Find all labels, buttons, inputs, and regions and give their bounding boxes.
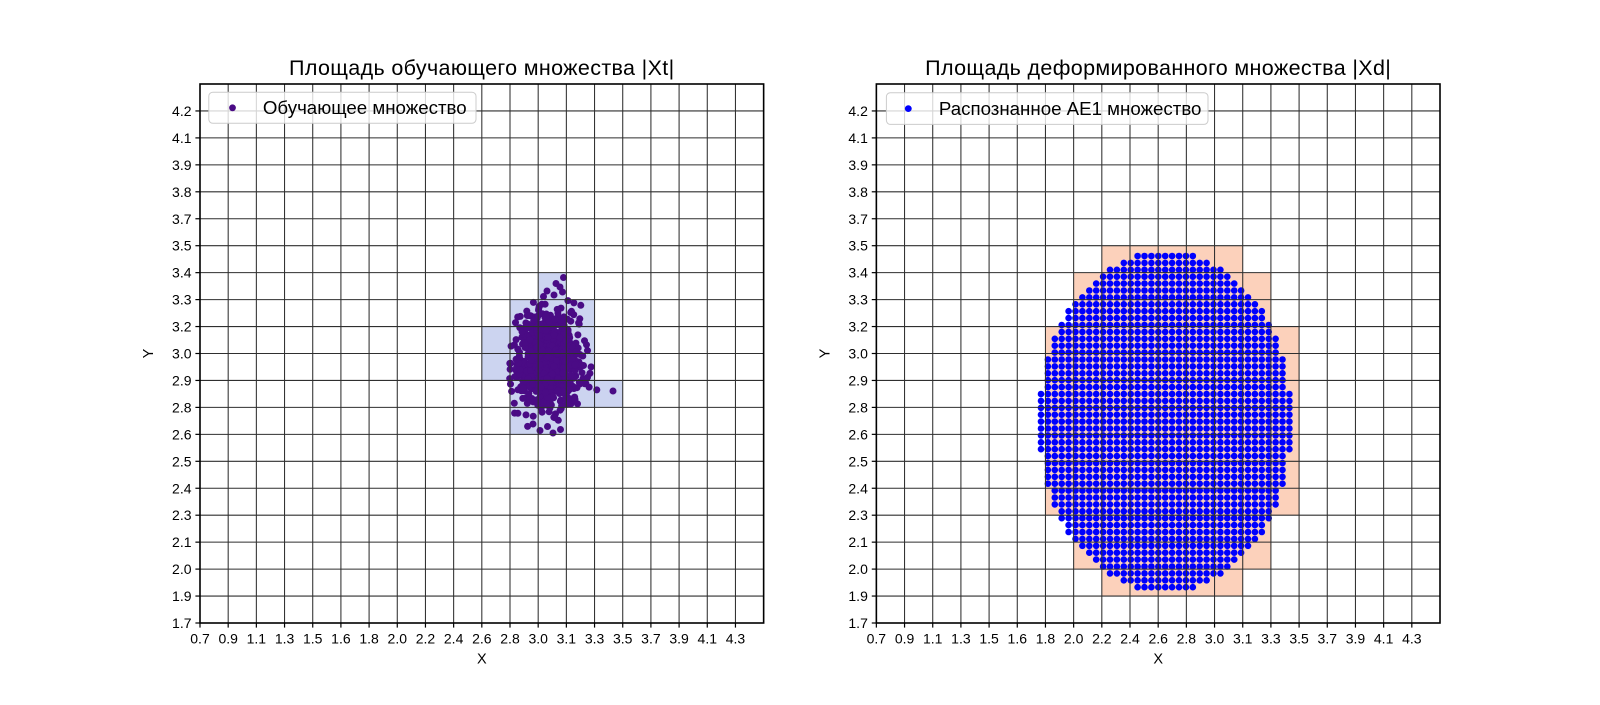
svg-text:2.4: 2.4 [1120, 631, 1140, 647]
svg-text:3.0: 3.0 [1205, 631, 1225, 647]
svg-text:4.2: 4.2 [848, 103, 868, 119]
svg-text:0.7: 0.7 [190, 631, 210, 647]
svg-text:Y: Y [817, 348, 833, 358]
svg-text:3.4: 3.4 [172, 265, 192, 281]
svg-text:2.1: 2.1 [848, 534, 868, 550]
svg-text:4.1: 4.1 [1374, 631, 1394, 647]
svg-text:3.5: 3.5 [613, 631, 633, 647]
svg-text:2.4: 2.4 [444, 631, 464, 647]
svg-text:Распознанное АЕ1 множество: Распознанное АЕ1 множество [939, 98, 1202, 119]
svg-text:1.9: 1.9 [848, 588, 868, 604]
svg-text:3.2: 3.2 [848, 319, 868, 335]
svg-text:1.7: 1.7 [172, 615, 192, 631]
svg-text:2.8: 2.8 [1177, 631, 1197, 647]
svg-text:1.6: 1.6 [331, 631, 351, 647]
svg-text:2.5: 2.5 [848, 453, 868, 469]
svg-text:3.3: 3.3 [848, 292, 868, 308]
svg-text:2.1: 2.1 [172, 534, 192, 550]
svg-text:0.9: 0.9 [218, 631, 238, 647]
svg-text:2.6: 2.6 [172, 426, 192, 442]
svg-text:Площадь обучающего множества |: Площадь обучающего множества |Xt| [289, 56, 675, 80]
svg-text:2.2: 2.2 [416, 631, 436, 647]
svg-text:3.9: 3.9 [1346, 631, 1366, 647]
svg-text:3.0: 3.0 [172, 346, 192, 362]
svg-text:3.9: 3.9 [172, 157, 192, 173]
svg-text:3.3: 3.3 [172, 292, 192, 308]
svg-text:1.7: 1.7 [848, 615, 868, 631]
svg-text:1.5: 1.5 [303, 631, 323, 647]
svg-text:3.3: 3.3 [585, 631, 605, 647]
svg-text:4.3: 4.3 [726, 631, 746, 647]
svg-text:4.2: 4.2 [172, 103, 192, 119]
svg-text:Площадь деформированного множе: Площадь деформированного множества |Xd| [925, 56, 1391, 80]
svg-text:2.0: 2.0 [388, 631, 408, 647]
svg-text:1.1: 1.1 [247, 631, 267, 647]
svg-text:3.0: 3.0 [528, 631, 548, 647]
svg-text:1.8: 1.8 [1036, 631, 1056, 647]
svg-text:3.7: 3.7 [641, 631, 661, 647]
svg-text:4.1: 4.1 [848, 130, 868, 146]
svg-text:3.3: 3.3 [1261, 631, 1281, 647]
svg-text:3.1: 3.1 [557, 631, 577, 647]
svg-text:3.2: 3.2 [172, 319, 192, 335]
svg-text:3.1: 3.1 [1233, 631, 1253, 647]
svg-text:Обучающее множество: Обучающее множество [263, 97, 467, 118]
svg-text:2.8: 2.8 [172, 399, 192, 415]
svg-text:X: X [477, 652, 487, 668]
svg-text:3.5: 3.5 [848, 238, 868, 254]
svg-text:2.9: 2.9 [172, 372, 192, 388]
svg-text:3.4: 3.4 [848, 265, 868, 281]
svg-text:1.5: 1.5 [979, 631, 999, 647]
svg-text:1.6: 1.6 [1008, 631, 1028, 647]
svg-text:2.8: 2.8 [848, 399, 868, 415]
svg-text:3.5: 3.5 [172, 238, 192, 254]
svg-text:2.0: 2.0 [1064, 631, 1084, 647]
svg-text:1.3: 1.3 [951, 631, 971, 647]
svg-text:2.2: 2.2 [1092, 631, 1112, 647]
svg-text:2.9: 2.9 [848, 372, 868, 388]
svg-text:2.4: 2.4 [172, 480, 192, 496]
svg-text:3.5: 3.5 [1289, 631, 1309, 647]
svg-text:1.8: 1.8 [359, 631, 379, 647]
svg-text:X: X [1153, 652, 1163, 668]
svg-text:2.3: 2.3 [848, 507, 868, 523]
svg-text:3.0: 3.0 [848, 346, 868, 362]
svg-text:3.7: 3.7 [1318, 631, 1338, 647]
svg-text:2.6: 2.6 [1148, 631, 1168, 647]
svg-text:4.1: 4.1 [172, 130, 192, 146]
svg-text:4.1: 4.1 [698, 631, 718, 647]
svg-text:0.9: 0.9 [895, 631, 915, 647]
svg-text:1.9: 1.9 [172, 588, 192, 604]
svg-text:3.9: 3.9 [848, 157, 868, 173]
svg-text:4.3: 4.3 [1402, 631, 1422, 647]
svg-text:2.5: 2.5 [172, 453, 192, 469]
svg-text:3.7: 3.7 [172, 211, 192, 227]
svg-text:0.7: 0.7 [867, 631, 887, 647]
svg-text:2.0: 2.0 [848, 561, 868, 577]
svg-text:3.7: 3.7 [848, 211, 868, 227]
svg-text:3.8: 3.8 [848, 184, 868, 200]
svg-text:Y: Y [141, 348, 157, 358]
svg-text:2.3: 2.3 [172, 507, 192, 523]
svg-text:2.0: 2.0 [172, 561, 192, 577]
svg-text:2.6: 2.6 [472, 631, 492, 647]
svg-text:2.4: 2.4 [848, 480, 868, 496]
svg-text:2.6: 2.6 [848, 426, 868, 442]
svg-text:3.9: 3.9 [669, 631, 689, 647]
svg-text:1.1: 1.1 [923, 631, 943, 647]
svg-text:2.8: 2.8 [500, 631, 520, 647]
svg-text:1.3: 1.3 [275, 631, 295, 647]
svg-text:3.8: 3.8 [172, 184, 192, 200]
